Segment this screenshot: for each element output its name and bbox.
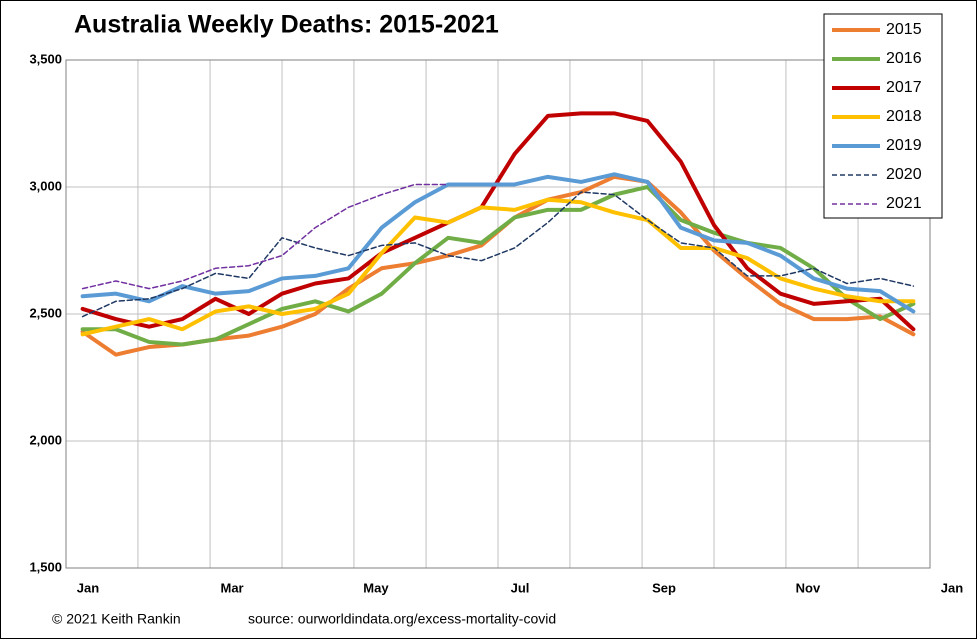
legend-label: 2018 bbox=[886, 108, 922, 125]
legend-label: 2021 bbox=[886, 195, 922, 212]
footer-credit: © 2021 Keith Rankin bbox=[52, 611, 181, 627]
y-tick-label: 3,000 bbox=[29, 178, 62, 193]
y-tick-label: 2,000 bbox=[29, 432, 62, 447]
legend-label: 2019 bbox=[886, 137, 922, 154]
legend-label: 2015 bbox=[886, 21, 922, 38]
x-tick-label: Jan bbox=[77, 580, 99, 595]
x-tick-label: May bbox=[363, 580, 389, 595]
x-tick-label: Jan bbox=[941, 580, 963, 595]
x-tick-label: Nov bbox=[796, 580, 821, 595]
y-tick-label: 2,500 bbox=[29, 305, 62, 320]
footer-source: source: ourworldindata.org/excess-mortal… bbox=[248, 611, 556, 627]
legend-label: 2016 bbox=[886, 50, 922, 67]
x-tick-label: Mar bbox=[220, 580, 243, 595]
series-line bbox=[80, 197, 916, 337]
series-line bbox=[81, 191, 915, 318]
x-tick-label: Jul bbox=[511, 580, 530, 595]
series-line bbox=[80, 185, 916, 347]
series-line bbox=[80, 172, 916, 314]
y-tick-label: 3,500 bbox=[29, 51, 62, 66]
x-tick-label: Sep bbox=[652, 580, 676, 595]
lines bbox=[80, 111, 916, 357]
plot-border bbox=[65, 59, 931, 569]
legend-label: 2020 bbox=[886, 166, 922, 183]
y-tick-label: 1,500 bbox=[29, 559, 62, 574]
legend: 2015 2016 2017 2018 2019 2020 2021 bbox=[823, 13, 943, 219]
series-line bbox=[80, 111, 916, 332]
series-line bbox=[81, 183, 449, 290]
legend-label: 2017 bbox=[886, 79, 922, 96]
chart-title: Australia Weekly Deaths: 2015-2021 bbox=[74, 11, 499, 39]
